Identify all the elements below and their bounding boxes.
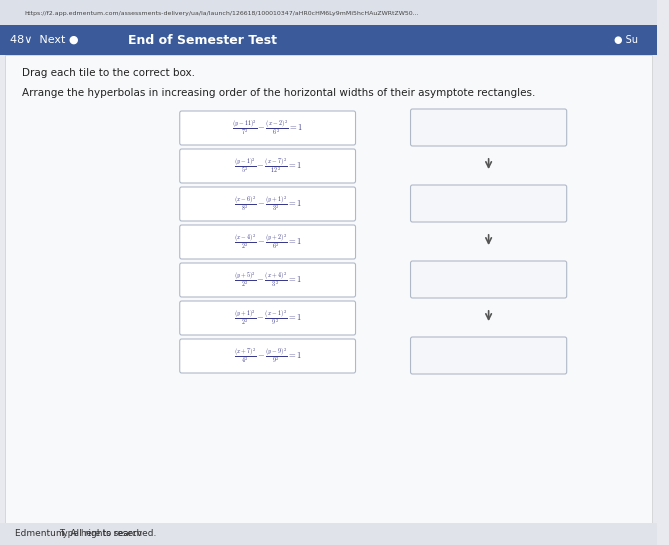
Text: 48∨  Next ●: 48∨ Next ●	[10, 35, 78, 45]
Text: $\frac{(x-4)^2}{2^2} - \frac{(y+2)^2}{6^2} = 1$: $\frac{(x-4)^2}{2^2} - \frac{(y+2)^2}{6^…	[233, 233, 302, 251]
Text: $\frac{(y-11)^2}{7^2} - \frac{(x-2)^2}{6^2} = 1$: $\frac{(y-11)^2}{7^2} - \frac{(x-2)^2}{6…	[232, 119, 303, 137]
Text: Edmentum. All rights reserved.: Edmentum. All rights reserved.	[15, 530, 156, 538]
FancyBboxPatch shape	[411, 185, 567, 222]
FancyBboxPatch shape	[180, 187, 355, 221]
FancyBboxPatch shape	[0, 0, 657, 25]
FancyBboxPatch shape	[180, 263, 355, 297]
Text: $\frac{(x-6)^2}{8^2} - \frac{(y+1)^2}{3^2} = 1$: $\frac{(x-6)^2}{8^2} - \frac{(y+1)^2}{3^…	[233, 195, 302, 213]
Text: $\frac{(x+7)^2}{4^2} - \frac{(y-9)^2}{9^2} = 1$: $\frac{(x+7)^2}{4^2} - \frac{(y-9)^2}{9^…	[233, 347, 302, 365]
Text: $\frac{(y+1)^2}{2^2} - \frac{(x-1)^2}{9^2} = 1$: $\frac{(y+1)^2}{2^2} - \frac{(x-1)^2}{9^…	[233, 308, 302, 328]
Text: End of Semester Test: End of Semester Test	[128, 33, 277, 46]
FancyBboxPatch shape	[180, 339, 355, 373]
FancyBboxPatch shape	[411, 337, 567, 374]
FancyBboxPatch shape	[411, 109, 567, 146]
FancyBboxPatch shape	[180, 149, 355, 183]
Text: ● Su: ● Su	[614, 35, 638, 45]
FancyBboxPatch shape	[180, 225, 355, 259]
FancyBboxPatch shape	[411, 261, 567, 298]
FancyBboxPatch shape	[180, 111, 355, 145]
FancyBboxPatch shape	[5, 55, 652, 523]
FancyBboxPatch shape	[180, 301, 355, 335]
Text: Type here to search: Type here to search	[59, 530, 142, 538]
Text: $\frac{(y+5)^2}{2^2} - \frac{(x+4)^2}{3^2} = 1$: $\frac{(y+5)^2}{2^2} - \frac{(x+4)^2}{3^…	[233, 271, 302, 289]
Text: Arrange the hyperbolas in increasing order of the horizontal widths of their asy: Arrange the hyperbolas in increasing ord…	[21, 88, 535, 98]
Text: $\frac{(y-1)^2}{5^2} - \frac{(x-7)^2}{12^2} = 1$: $\frac{(y-1)^2}{5^2} - \frac{(x-7)^2}{12…	[233, 156, 302, 175]
Text: https://f2.app.edmentum.com/assessments-delivery/ua/la/launch/126618/100010347/a: https://f2.app.edmentum.com/assessments-…	[25, 10, 419, 15]
Text: Drag each tile to the correct box.: Drag each tile to the correct box.	[21, 68, 195, 78]
FancyBboxPatch shape	[0, 25, 657, 55]
FancyBboxPatch shape	[0, 523, 657, 545]
